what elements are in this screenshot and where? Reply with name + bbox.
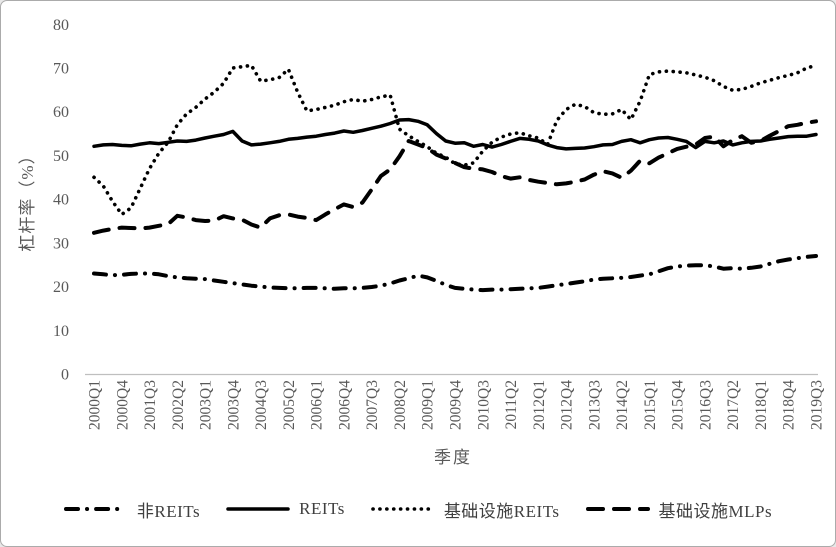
x-tick-label: 2018Q1 (753, 380, 770, 430)
legend-line-sample-dotted (371, 507, 435, 511)
x-tick-label: 2007Q3 (364, 380, 381, 430)
y-tick-label: 60 (53, 104, 69, 121)
x-tick-label: 2016Q3 (697, 380, 714, 430)
chart-series-lines (92, 63, 818, 293)
y-tick-label: 80 (53, 17, 69, 34)
x-tick-label: 2012Q4 (559, 380, 576, 430)
y-tick-label: 20 (53, 279, 69, 296)
series-line-dashed (92, 119, 818, 235)
x-tick-label: 2019Q3 (809, 380, 826, 430)
x-tick-label: 2001Q3 (142, 380, 159, 430)
y-axis-title: 杠杆率（%） (18, 146, 37, 251)
x-tick-label: 2017Q2 (725, 380, 742, 430)
legend-label: 基础设施MLPs (658, 501, 773, 521)
x-tick-label: 2018Q4 (781, 380, 798, 430)
x-tick-label: 2006Q4 (336, 380, 353, 430)
legend-label: 非REITs (136, 501, 201, 521)
x-tick-label: 2009Q4 (448, 380, 465, 430)
legend-label: 基础设施REITs (443, 501, 560, 521)
x-axis-title: 季度 (434, 448, 472, 467)
x-tick-label: 2006Q1 (309, 380, 326, 430)
series-line-solid (92, 117, 818, 151)
y-axis-tick-labels: 0 10 20 30 40 50 60 70 80 (53, 17, 69, 384)
x-tick-label: 2003Q1 (198, 380, 215, 430)
legend-line-sample-dash-dot (63, 507, 128, 511)
legend-item-dotted: 基础设施REITs (371, 497, 560, 522)
x-tick-label: 2000Q4 (114, 380, 131, 430)
y-tick-label: 40 (53, 192, 69, 209)
leverage-ratio-line-chart: 杠杆率（%） 季度 0 10 20 30 40 50 60 70 80 2000Q1 2000Q4… (18, 17, 826, 467)
x-tick-label: 2004Q3 (253, 380, 270, 430)
x-tick-label: 2005Q2 (281, 380, 298, 430)
x-tick-label: 2013Q3 (586, 380, 603, 430)
x-tick-label: 2000Q1 (87, 380, 104, 430)
x-axis-tick-labels: 2000Q1 2000Q4 2001Q3 2002Q2 2003Q1 2003Q4 2004… (87, 380, 826, 430)
legend-item-solid: REITs (226, 499, 345, 519)
y-tick-label: 10 (53, 323, 69, 340)
x-tick-label: 2014Q2 (614, 380, 631, 430)
x-tick-label: 2009Q1 (420, 380, 437, 430)
chart-legend: 非REITs REITs 基础设施REITs 基础设施MLPs (1, 479, 835, 539)
x-tick-label: 2003Q4 (225, 380, 242, 430)
legend-line-sample-solid (226, 507, 290, 511)
x-tick-label: 2011Q2 (503, 380, 520, 429)
series-line-dash-dot (92, 254, 818, 293)
y-tick-label: 50 (53, 148, 69, 165)
y-tick-label: 70 (53, 61, 69, 78)
y-tick-label: 0 (61, 367, 69, 384)
legend-line-sample-dashed (585, 507, 650, 511)
y-tick-label: 30 (53, 235, 69, 252)
legend-label: REITs (299, 499, 345, 518)
legend-item-dashed: 基础设施MLPs (585, 497, 773, 522)
legend-item-dash-dot: 非REITs (63, 497, 201, 522)
x-tick-label: 2015Q4 (670, 380, 687, 430)
x-tick-label: 2008Q2 (392, 380, 409, 430)
x-tick-label: 2010Q3 (475, 380, 492, 430)
x-tick-label: 2002Q2 (170, 380, 187, 430)
x-tick-label: 2015Q1 (642, 380, 659, 430)
x-tick-label: 2012Q1 (531, 380, 548, 430)
